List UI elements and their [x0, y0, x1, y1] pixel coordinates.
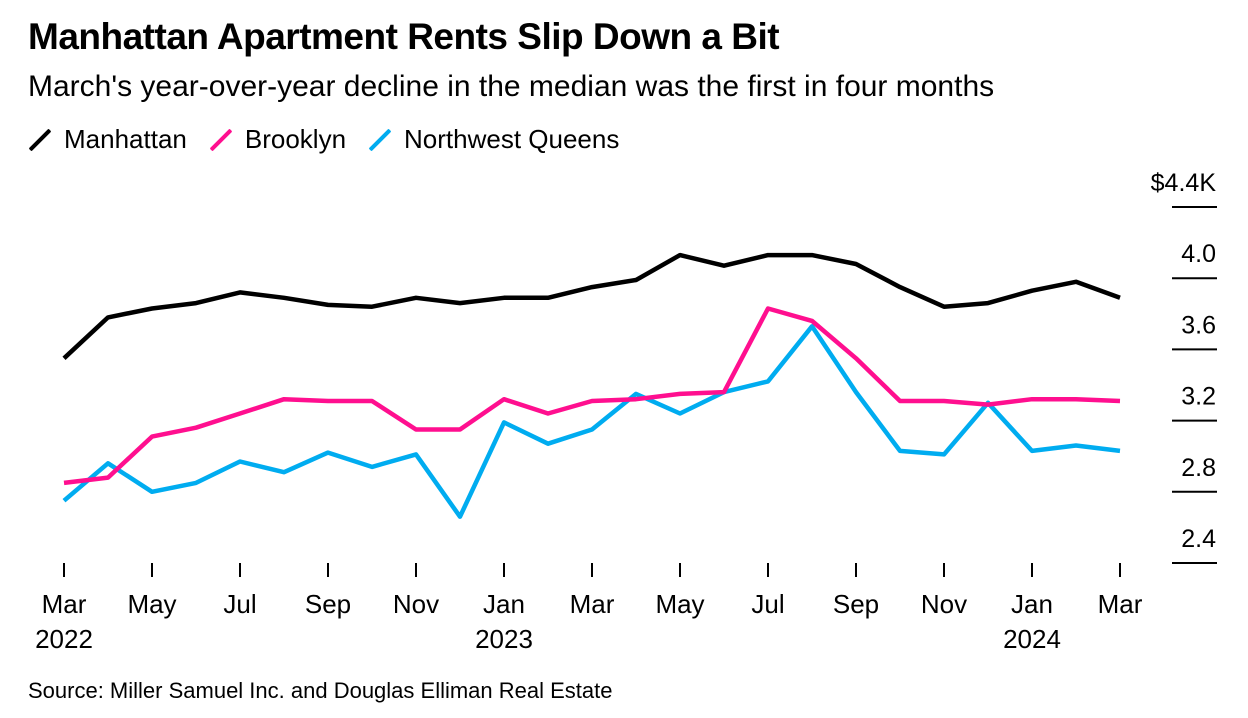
x-axis: Mar 2022 May Jul Sep Nov Jan 2023 Mar May Jul Sep No… — [35, 563, 1143, 654]
legend: Manhattan Brooklyn Northwest Queens — [28, 124, 641, 155]
chart-title: Manhattan Apartment Rents Slip Down a Bi… — [28, 16, 780, 57]
x-tick-label-month: Jul — [223, 589, 256, 619]
series-line-brooklyn — [63, 306, 1121, 486]
y-tick-label: 4.0 — [1181, 240, 1216, 268]
series-line-manhattan — [62, 252, 1121, 360]
x-tick-label-month: May — [127, 589, 176, 619]
x-tick-label-year: 2024 — [1003, 624, 1061, 654]
x-tick-label-month: Jan — [483, 589, 525, 619]
series-lines — [62, 252, 1121, 519]
legend-item-manhattan: Manhattan — [28, 124, 187, 155]
y-tick-label: 2.4 — [1181, 525, 1216, 553]
x-tick-label-month: Sep — [833, 589, 879, 619]
legend-label-northwest-queens: Northwest Queens — [404, 124, 620, 154]
legend-item-northwest-queens: Northwest Queens — [368, 124, 619, 155]
source-note: Source: Miller Samuel Inc. and Douglas E… — [28, 678, 613, 703]
x-tick-label-year: 2023 — [475, 624, 533, 654]
x-tick-label-month: Nov — [393, 589, 439, 619]
x-tick-label-month: Jul — [751, 589, 784, 619]
series-line-northwest-queens — [62, 324, 1121, 519]
y-axis: 2.4 2.8 3.2 3.6 4.0 $4.4K — [1151, 169, 1217, 564]
x-tick-label-month: Mar — [42, 589, 87, 619]
legend-label-manhattan: Manhattan — [64, 124, 187, 154]
y-tick-label: $4.4K — [1151, 169, 1217, 197]
x-tick-label-month: Nov — [921, 589, 967, 619]
x-tick-label-month: Jan — [1011, 589, 1053, 619]
legend-label-brooklyn: Brooklyn — [244, 124, 347, 154]
x-tick-label-month: Mar — [570, 589, 615, 619]
y-tick-label: 2.8 — [1181, 454, 1216, 482]
x-tick-label-month: Mar — [1098, 589, 1143, 619]
chart-subtitle: March's year-over-year decline in the me… — [28, 70, 995, 103]
x-tick-label-month: May — [655, 589, 704, 619]
x-tick-label-year: 2022 — [35, 624, 93, 654]
y-tick-label: 3.6 — [1181, 311, 1216, 339]
x-tick-label-month: Sep — [305, 589, 351, 619]
legend-item-brooklyn: Brooklyn — [209, 124, 346, 155]
y-tick-label: 3.2 — [1181, 383, 1216, 411]
